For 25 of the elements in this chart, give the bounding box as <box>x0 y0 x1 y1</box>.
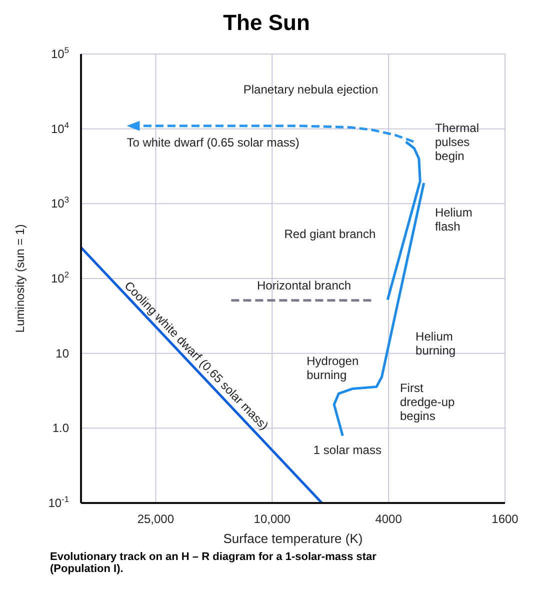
x-tick-label: 4000 <box>375 512 402 526</box>
text: Evolutionary track on an H – R diagram for a 1-solar-mass star (Population I). <box>50 551 378 575</box>
y-tick-label: 1.0 <box>52 421 70 436</box>
annotation: First dredge-up begins <box>400 380 456 423</box>
annotation: To white dwarf (0.65 solar mass) <box>126 136 300 150</box>
y-axis-title: Luminosity (sun = 1) <box>13 224 27 333</box>
y-tick-label: 10 <box>56 346 70 360</box>
y-tick-label: 10$^{3}$ <box>50 194 70 211</box>
y-tick-label: 10$^{2}$ <box>50 270 70 286</box>
annotation: 1 solar mass <box>313 442 382 457</box>
annotation: Thermal pulses begin <box>434 120 479 163</box>
annotation: Red giant branch <box>284 227 376 242</box>
annotation: Horizontal branch <box>257 278 352 292</box>
x-tick-label: 10,000 <box>254 512 291 526</box>
x-tick-label: 25,000 <box>137 512 174 526</box>
annotation: Hydrogen burning <box>306 354 359 382</box>
annotation: Helium flash <box>434 206 472 234</box>
annotation: Helium burning <box>416 330 456 358</box>
y-tick-label: 10$^{-1}$ <box>48 494 70 510</box>
y-tick-label: 10$^{5}$ <box>50 45 70 61</box>
x-axis-title: Surface temperature (K) <box>223 531 363 546</box>
y-tick-label: 10$^{4}$ <box>50 120 70 136</box>
chart-title: The Sun <box>222 9 311 37</box>
annotation: Planetary nebula ejection <box>243 82 378 96</box>
x-tick-label: 1600 <box>492 512 519 526</box>
